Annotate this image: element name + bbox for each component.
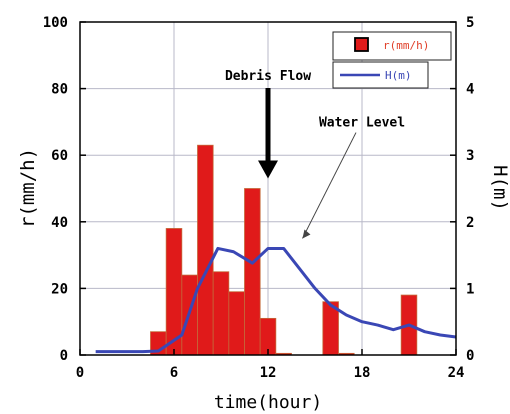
legend-box-r (332, 31, 452, 61)
bar (212, 271, 230, 356)
y-tick-label: 20 (51, 281, 68, 297)
bar-series (150, 144, 418, 356)
x-tick-label: 24 (448, 365, 465, 381)
legend-label-r: r(mm/h) (383, 39, 429, 52)
y-axis-label: r(mm/h) (17, 148, 39, 228)
y2-tick-label: 2 (466, 215, 474, 231)
y-tick-label: 0 (60, 348, 68, 364)
water-level-arrow-head (302, 229, 311, 239)
y-tick-label: 40 (51, 215, 68, 231)
line-series (95, 246, 457, 354)
bar (244, 188, 261, 356)
y-tick-label: 100 (43, 15, 68, 31)
debris-flow-arrow-head (258, 160, 278, 179)
line-path (95, 246, 457, 354)
y-tick-label: 60 (51, 148, 68, 164)
legend-label-h: H(m) (385, 69, 412, 82)
y2-tick-label: 4 (466, 82, 474, 98)
y2-tick-label: 5 (466, 15, 474, 31)
y2-axis-label: H(m) (489, 165, 510, 211)
x-tick-label: 0 (76, 365, 84, 381)
bar (197, 144, 214, 356)
y-tick-label: 80 (51, 82, 68, 98)
x-axis-label: time(hour) (214, 392, 322, 413)
y2-tick-label: 3 (466, 148, 474, 164)
x-tick-label: 6 (170, 365, 178, 381)
y2-tick-label: 1 (466, 281, 474, 297)
y2-tick-label: 0 (466, 348, 474, 364)
legend: r(mm/h) H(m) (332, 31, 452, 89)
annotation-debris-flow: Debris Flow (225, 69, 311, 84)
annotation-water-level: Water Level (319, 116, 405, 131)
legend-swatch-r (354, 37, 369, 52)
x-tick-label: 12 (260, 365, 277, 381)
x-tick-label: 18 (354, 365, 371, 381)
water-level-leader (302, 132, 357, 239)
annotations: Debris Flow Water Level (225, 69, 405, 239)
bar (228, 291, 245, 356)
